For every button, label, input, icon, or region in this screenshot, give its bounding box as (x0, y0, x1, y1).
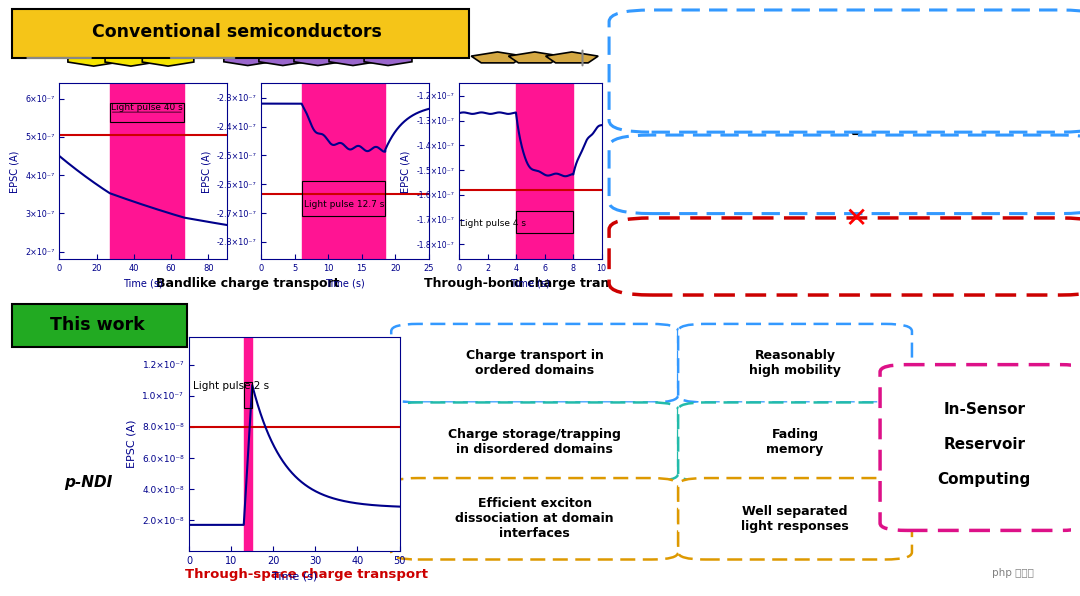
Text: P3HT: P3HT (513, 87, 556, 102)
Text: This work: This work (50, 316, 144, 334)
FancyBboxPatch shape (609, 135, 1080, 213)
Bar (516, 211, 573, 233)
X-axis label: Time (s): Time (s) (272, 572, 316, 582)
Polygon shape (105, 50, 157, 66)
FancyBboxPatch shape (880, 365, 1080, 530)
Polygon shape (294, 51, 342, 66)
Text: Charge storage/trapping
in disordered domains: Charge storage/trapping in disordered do… (448, 428, 621, 456)
Text: php 中文网: php 中文网 (993, 567, 1035, 578)
Text: Efficient exciton
dissociation at domain
interfaces: Efficient exciton dissociation at domain… (456, 497, 615, 541)
Text: Pentacene: Pentacene (289, 87, 377, 102)
Text: Light pulse 12.7 s: Light pulse 12.7 s (303, 200, 383, 209)
FancyBboxPatch shape (12, 8, 469, 58)
Bar (244, 337, 253, 551)
Text: Computing: Computing (805, 260, 906, 278)
FancyBboxPatch shape (678, 324, 912, 402)
Polygon shape (329, 51, 377, 66)
X-axis label: Time (s): Time (s) (511, 279, 550, 288)
Bar (301, 83, 386, 259)
Text: Through-space charge transport: Through-space charge transport (185, 567, 428, 581)
Text: Bandlike charge transport: Bandlike charge transport (156, 277, 339, 290)
Polygon shape (259, 51, 307, 66)
Bar (110, 103, 184, 122)
FancyBboxPatch shape (391, 478, 678, 560)
Y-axis label: EPSC (A): EPSC (A) (201, 150, 211, 193)
Text: Light pulse 2 s: Light pulse 2 s (193, 381, 269, 391)
Bar (110, 83, 184, 259)
Text: •  No fading memory: • No fading memory (667, 150, 813, 163)
FancyBboxPatch shape (678, 478, 912, 560)
Y-axis label: EPSC (A): EPSC (A) (401, 150, 410, 193)
Text: Reasonably
high mobility: Reasonably high mobility (750, 349, 841, 377)
Text: Reservoir: Reservoir (943, 437, 1025, 452)
Bar (301, 181, 386, 216)
Polygon shape (224, 51, 272, 66)
Polygon shape (143, 50, 193, 66)
Bar (244, 382, 253, 408)
Text: Computing: Computing (937, 472, 1030, 487)
Text: ✕: ✕ (843, 206, 867, 234)
Text: •  Poor charge storage/trapping: • Poor charge storage/trapping (667, 34, 892, 47)
Text: C8-NDI: C8-NDI (103, 87, 160, 102)
Text: •  Poorly separated light responses: • Poorly separated light responses (667, 179, 916, 193)
Polygon shape (509, 52, 561, 63)
X-axis label: Time (s): Time (s) (325, 279, 365, 288)
FancyBboxPatch shape (391, 402, 678, 481)
Text: Well separated
light responses: Well separated light responses (741, 505, 849, 533)
Text: In-Sensor Reservoir: In-Sensor Reservoir (764, 241, 948, 259)
Text: Light pulse 4 s: Light pulse 4 s (460, 219, 526, 228)
FancyBboxPatch shape (609, 10, 1080, 132)
Text: •  Fast saturation in light responses: • Fast saturation in light responses (667, 86, 920, 100)
Y-axis label: EPSC (A): EPSC (A) (126, 420, 137, 468)
Text: In-Sensor: In-Sensor (943, 402, 1025, 417)
Text: Light pulse 40 s: Light pulse 40 s (111, 103, 184, 112)
FancyBboxPatch shape (609, 218, 1080, 295)
X-axis label: Time (s): Time (s) (123, 279, 163, 288)
Text: capability: capability (685, 59, 753, 72)
FancyBboxPatch shape (678, 402, 912, 481)
Text: Fading
memory: Fading memory (767, 428, 824, 456)
Polygon shape (471, 52, 524, 63)
FancyBboxPatch shape (12, 303, 187, 347)
Polygon shape (545, 52, 598, 63)
Polygon shape (364, 51, 411, 66)
Text: p-NDI: p-NDI (64, 475, 112, 490)
Text: Through-bond charge transport: Through-bond charge transport (423, 277, 646, 290)
Text: Conventional semiconductors: Conventional semiconductors (92, 23, 382, 41)
FancyBboxPatch shape (391, 324, 678, 402)
Y-axis label: EPSC (A): EPSC (A) (10, 150, 19, 193)
Bar (516, 83, 573, 259)
Text: Charge transport in
ordered domains: Charge transport in ordered domains (465, 349, 604, 377)
Polygon shape (68, 50, 120, 66)
